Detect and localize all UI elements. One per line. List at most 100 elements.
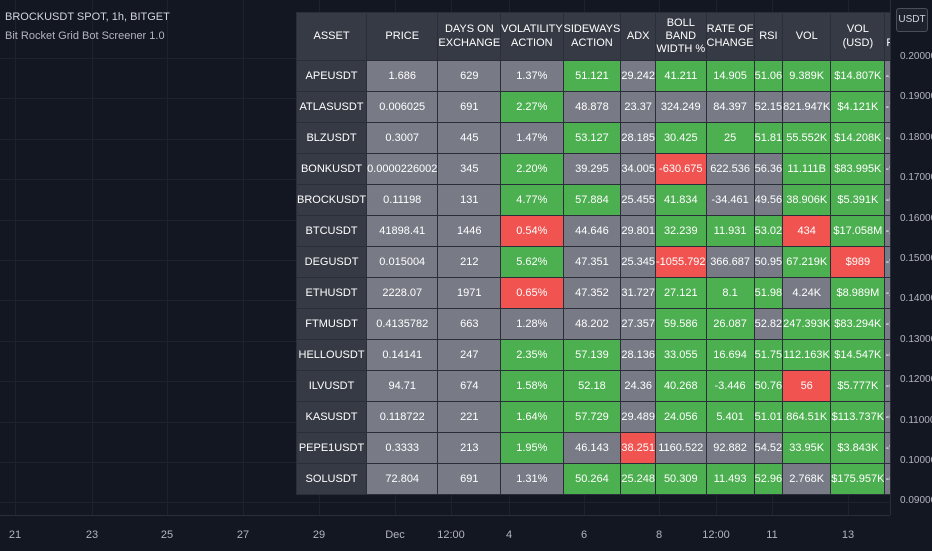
currency-button[interactable]: USDT [896, 8, 928, 32]
column-header: ADX [621, 13, 656, 61]
asset-cell: BONKUSDT [297, 154, 367, 185]
price-tick-label: 0.11000 [900, 415, 932, 426]
table-cell: 11.111B [783, 154, 831, 185]
column-header: VOL (USD) [831, 13, 885, 61]
table-cell: 72.804 [367, 464, 438, 495]
chart-symbol-title[interactable]: BROCKUSDT SPOT, 1h, BITGET [5, 11, 170, 23]
time-tick-label: 12:00 [702, 529, 730, 541]
column-header: BOLL BAND WIDTH % [656, 13, 707, 61]
table-cell: $4.121K [831, 92, 885, 123]
table-cell: 57.884 [563, 185, 621, 216]
table-cell: 1.37% [501, 61, 563, 92]
table-cell: 53.127 [563, 123, 621, 154]
vertical-gridline [167, 0, 168, 515]
table-cell: 52.82 [754, 309, 783, 340]
table-cell: 25.248 [621, 464, 656, 495]
table-cell: -1055.792 [656, 247, 707, 278]
table-cell: 29.242 [621, 61, 656, 92]
column-header: PRICE [367, 13, 438, 61]
time-tick-label: 4 [506, 529, 512, 541]
table-cell: 2.20% [501, 154, 563, 185]
asset-cell: PEPE1USDT [297, 433, 367, 464]
table-cell: 0.54% [501, 216, 563, 247]
table-cell: 221 [438, 402, 501, 433]
table-cell: 50.76 [754, 371, 783, 402]
table-cell: 67.219K [783, 247, 831, 278]
table-cell: 0.3333 [367, 433, 438, 464]
table-cell: 0.006025 [367, 92, 438, 123]
table-cell: 28.185 [621, 123, 656, 154]
table-cell: 1.31% [501, 464, 563, 495]
column-header: SIDEWAYS ACTION [563, 13, 621, 61]
table-cell: 9.389K [783, 61, 831, 92]
column-header: RATE OF CHANGE [706, 13, 754, 61]
table-cell: 47.351 [563, 247, 621, 278]
table-cell: 247.393K [783, 309, 831, 340]
asset-cell: ETHUSDT [297, 278, 367, 309]
time-tick-label: 11 [766, 529, 777, 541]
table-cell: 52.15 [754, 92, 783, 123]
table-cell: 324.249 [656, 92, 707, 123]
table-cell: 1.64% [501, 402, 563, 433]
table-cell: 16.694 [706, 340, 754, 371]
table-cell: 41.211 [656, 61, 707, 92]
table-cell: 33.95K [783, 433, 831, 464]
asset-cell: HELLOUSDT [297, 340, 367, 371]
table-cell: $14.208K [831, 123, 885, 154]
table-cell: 4.77% [501, 185, 563, 216]
table-cell: $5.391K [831, 185, 885, 216]
indicator-title[interactable]: Bit Rocket Grid Bot Screener 1.0 [5, 30, 165, 42]
table-cell: 50.264 [563, 464, 621, 495]
table-cell: 691 [438, 92, 501, 123]
table-cell: 0.65% [501, 278, 563, 309]
table-cell: $83.294K [831, 309, 885, 340]
table-cell: 0.3007 [367, 123, 438, 154]
table-cell: 34.005 [621, 154, 656, 185]
table-cell: 0.14141 [367, 340, 438, 371]
column-header: VOL [783, 13, 831, 61]
column-header: VOLATILITY ACTION [501, 13, 563, 61]
time-tick-label: 13 [842, 529, 854, 541]
table-cell: 51.81 [754, 123, 783, 154]
table-cell: 31.727 [621, 278, 656, 309]
table-cell: $14.547K [831, 340, 885, 371]
table-cell: 94.71 [367, 371, 438, 402]
table-cell: 434 [783, 216, 831, 247]
time-tick-label: 21 [9, 529, 21, 541]
table-cell: 51.121 [563, 61, 621, 92]
table-cell: 49.56 [754, 185, 783, 216]
table-cell: 59.586 [656, 309, 707, 340]
time-tick-label: 29 [313, 529, 325, 541]
table-cell: 57.139 [563, 340, 621, 371]
asset-cell: BTCUSDT [297, 216, 367, 247]
table-cell: 56 [783, 371, 831, 402]
table-cell: 27.121 [656, 278, 707, 309]
column-header: RSI [754, 13, 783, 61]
table-cell: 691 [438, 464, 501, 495]
table-cell: 5.401 [706, 402, 754, 433]
table-cell: 1971 [438, 278, 501, 309]
table-cell: 52.96 [754, 464, 783, 495]
table-cell: 54.52 [754, 433, 783, 464]
vertical-gridline [15, 0, 16, 515]
table-cell: 1.686 [367, 61, 438, 92]
table-cell: 52.18 [563, 371, 621, 402]
table-cell: 629 [438, 61, 501, 92]
table-cell: 28.136 [621, 340, 656, 371]
table-cell: 24.36 [621, 371, 656, 402]
table-cell: 366.687 [706, 247, 754, 278]
table-cell: 112.163K [783, 340, 831, 371]
table-cell: 247 [438, 340, 501, 371]
horizontal-gridline [0, 502, 890, 503]
